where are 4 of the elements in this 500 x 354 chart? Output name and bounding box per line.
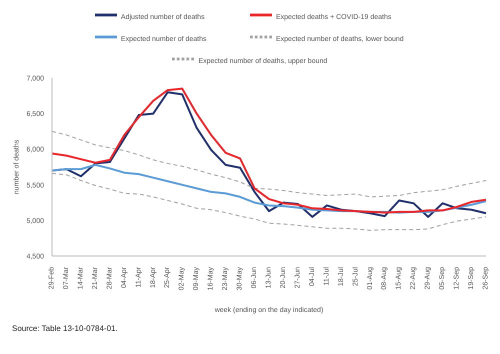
source-note: Source: Table 13-10-0784-01. <box>12 324 118 333</box>
line-series <box>52 130 486 198</box>
line-series <box>52 172 486 231</box>
line-series <box>51 164 487 214</box>
